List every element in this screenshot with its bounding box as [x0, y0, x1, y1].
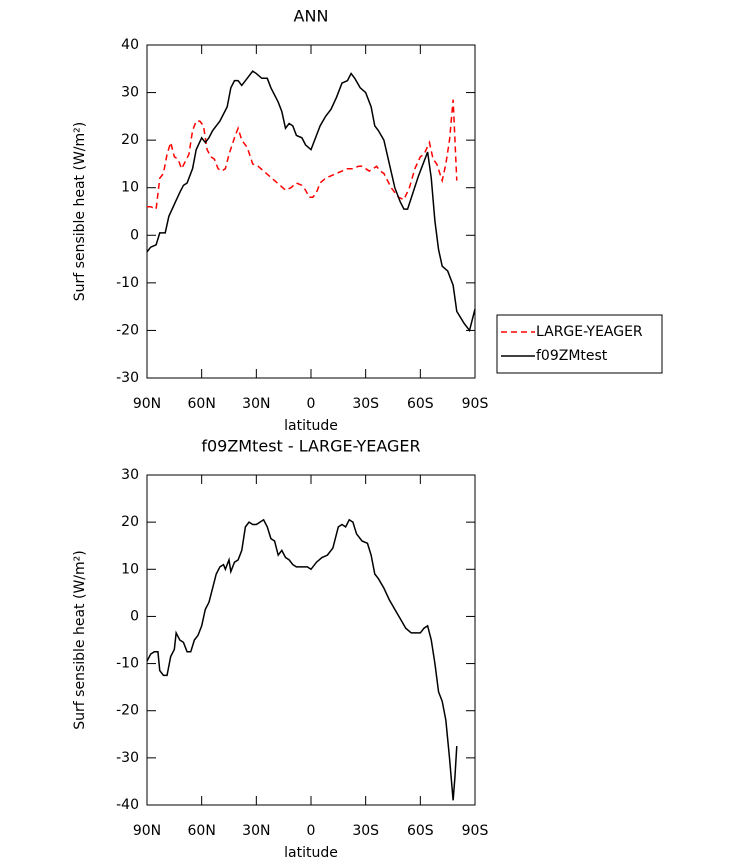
x-tick-label: 0	[307, 823, 316, 839]
y-axis-label: Surf sensible heat (W/m²)	[72, 122, 88, 301]
y-tick-label: -10	[116, 656, 139, 672]
y-tick-label: -20	[116, 703, 139, 719]
y-tick-label: 0	[130, 227, 139, 243]
x-tick-label: 60N	[188, 823, 216, 839]
y-tick-label: -20	[116, 322, 139, 338]
y-tick-label: -10	[116, 275, 139, 291]
x-tick-label: 60S	[407, 823, 434, 839]
chart-title: ANN	[294, 7, 329, 26]
data-line	[146, 518, 458, 801]
legend-label: f09ZMtest	[536, 348, 608, 364]
x-axis-label: latitude	[284, 418, 338, 434]
y-tick-label: -30	[116, 370, 139, 386]
x-tick-label: 60S	[407, 396, 434, 412]
legend-box	[496, 314, 663, 374]
data-line	[147, 99, 458, 211]
y-tick-label: 20	[121, 514, 139, 530]
y-axis-label: Surf sensible heat (W/m²)	[72, 550, 88, 729]
y-tick-label: 20	[121, 132, 139, 148]
x-tick-label: 90N	[133, 823, 161, 839]
y-tick-label: -40	[116, 797, 139, 813]
x-tick-label: 90N	[133, 396, 161, 412]
x-tick-label: 30N	[242, 823, 270, 839]
y-tick-label: 10	[121, 561, 139, 577]
data-line	[146, 70, 476, 333]
y-tick-label: 0	[130, 608, 139, 624]
y-tick-label: 30	[121, 85, 139, 101]
plot-frame	[146, 44, 476, 379]
y-tick-label: 40	[121, 37, 139, 53]
plot-frame	[146, 474, 476, 806]
x-tick-label: 30S	[352, 396, 379, 412]
x-tick-label: 90S	[462, 396, 489, 412]
x-axis-label: latitude	[284, 845, 338, 861]
chart-title: f09ZMtest - LARGE-YEAGER	[201, 437, 420, 456]
legend-label: LARGE-YEAGER	[536, 324, 643, 340]
x-tick-label: 60N	[188, 396, 216, 412]
x-tick-label: 30S	[352, 823, 379, 839]
x-tick-label: 0	[307, 396, 316, 412]
x-tick-label: 30N	[242, 396, 270, 412]
y-tick-label: 10	[121, 180, 139, 196]
y-tick-label: 30	[121, 467, 139, 483]
x-tick-label: 90S	[462, 823, 489, 839]
y-tick-label: -30	[116, 750, 139, 766]
